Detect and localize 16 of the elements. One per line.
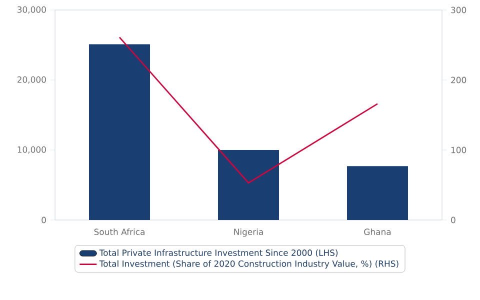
y-tick-label: 20,000 [17,76,46,84]
y-tick-label: 0 [42,216,46,224]
y-tick-label: 30,000 [18,6,46,14]
y2-tick-label: 100 [451,146,466,154]
x-tick-label: Nigeria [234,228,263,237]
y-tick-label: 10,000 [18,146,46,154]
x-tick-label: Ghana [364,228,391,236]
y2-tick-label: 0 [451,216,456,224]
legend-label: Total Private Infrastructure Investment Since 2000 (LHS) [99,249,338,257]
y2-tick-label: 200 [451,76,466,84]
bar [218,150,279,220]
bar [89,44,150,220]
x-tick-label: South Africa [94,228,144,236]
legend-label: Total Investment (Share of 2020 Construction Industry Value, %) (RHS) [99,260,398,268]
bar [347,166,408,220]
y2-tick-label: 300 [451,6,466,14]
